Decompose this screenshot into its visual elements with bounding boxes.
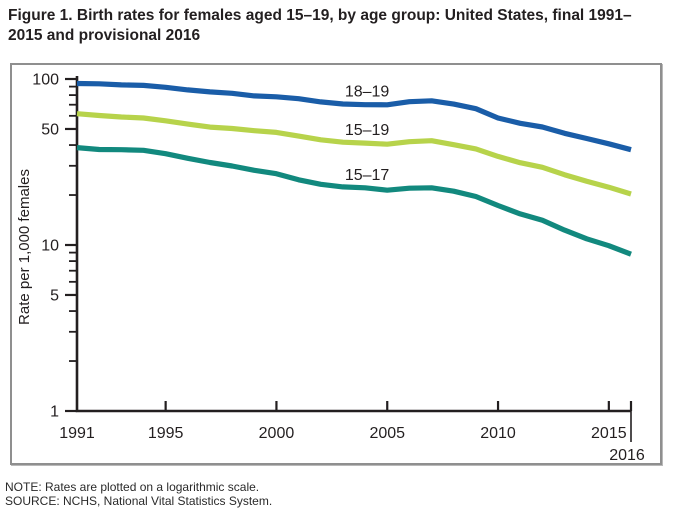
y-tick-label: 10: [41, 238, 59, 255]
y-axis-title: Rate per 1,000 females: [16, 169, 33, 325]
x-tick-label: 2015: [591, 425, 627, 442]
series-label-15-17: 15–17: [345, 167, 390, 184]
y-tick-label: 5: [50, 287, 59, 304]
series-line-15-17: [76, 145, 632, 257]
y-tick-label: 100: [32, 72, 59, 89]
axes: [75, 76, 631, 413]
series-line-15-19: [76, 111, 632, 197]
series-line-18-19: [76, 80, 632, 153]
chart-frame: 100 50 10 5 1 1991 1995 2000 2005 2010 2015 2016 18–…: [10, 63, 662, 465]
note-text: NOTE: Rates are plotted on a logarithmic…: [5, 480, 260, 494]
x-tick-label: 2010: [480, 425, 516, 442]
figure-title: Figure 1. Birth rates for females aged 1…: [8, 7, 632, 45]
series-label-18-19: 18–19: [345, 84, 390, 101]
x-tick-label: 1995: [148, 425, 184, 442]
series-label-15-19: 15–19: [345, 122, 390, 139]
x-tick-label: 2016: [609, 447, 645, 463]
x-tick-label: 1991: [59, 425, 95, 442]
x-tick-label: 2005: [369, 425, 405, 442]
x-tick-label: 2000: [259, 425, 295, 442]
chart-notes: NOTE: Rates are plotted on a logarithmic…: [5, 480, 272, 508]
y-tick-label: 1: [50, 404, 59, 421]
y-tick-label: 50: [41, 121, 59, 138]
source-text: SOURCE: NCHS, National Vital Statistics …: [5, 494, 273, 509]
